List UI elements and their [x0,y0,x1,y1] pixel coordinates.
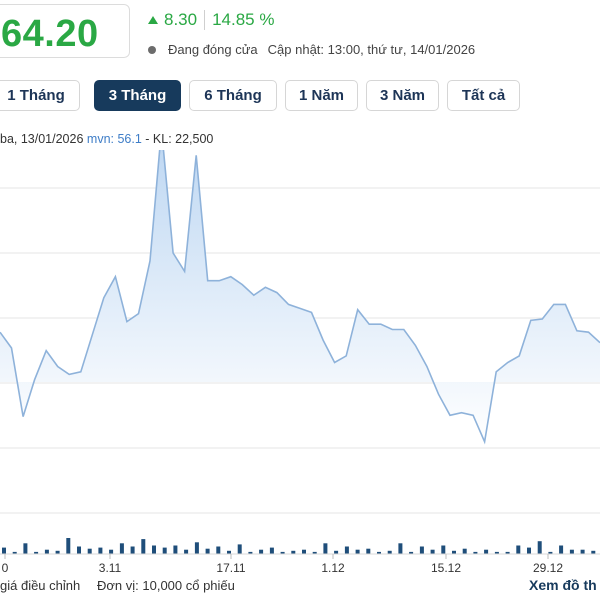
volume-bar [66,538,71,554]
volume-bar [23,543,28,554]
unit-note: Đơn vị: 10,000 cổ phiếu [97,578,235,593]
volume-bar [173,545,178,554]
volume-bar [259,549,264,554]
volume-bar [409,551,414,554]
volume-bar [516,545,521,554]
volume-bar [387,550,392,554]
volume-bar [205,548,210,554]
volume-bar [355,549,360,554]
volume-bar [452,550,456,554]
market-status-row: Đang đóng cửa Cập nhật: 13:00, thứ tư, 1… [148,42,475,57]
arrow-up-icon [148,16,158,24]
volume-bar [184,549,189,554]
price-box: 64.20 [0,4,130,58]
volume-bar [216,546,221,554]
adjusted-price-note: giá điều chỉnh [0,578,81,593]
tab-1-year[interactable]: 1 Năm [285,80,358,111]
volume-bar [237,544,242,554]
volume-bar [44,549,49,554]
info-date: ba, 13/01/2026 [0,132,84,146]
volume-bar [12,551,17,554]
volume-bar [430,549,435,554]
volume-bar [248,551,253,554]
volume-bar [34,551,39,554]
volume-bar [591,550,596,554]
x-tick-label: 15.12 [431,561,461,575]
tooltip-info: ba, 13/01/2026 mvn: 56.1 - KL: 22,500 [0,132,213,146]
volume-bar [323,543,328,554]
volume-bar [227,550,231,554]
status-dot-icon [148,45,156,54]
volume-bar [302,549,306,554]
x-tick-label: 0 [2,561,9,575]
volume-bar [269,547,274,554]
last-updated: Cập nhật: 13:00, thứ tư, 14/01/2026 [267,42,476,57]
volume-bar [505,551,510,554]
volume-bar [569,549,574,554]
volume-bar [559,545,564,554]
volume-bar [548,551,553,554]
volume-bar [141,539,146,554]
volume-bar [580,549,585,554]
price-chart[interactable]: 0 3.11 17.11 1.12 15.12 29.12 [0,150,600,575]
volume-bar [109,549,114,554]
volume-bar [77,546,81,554]
current-price: 64.20 [1,13,99,55]
price-change-percent: 14.85 % [212,10,275,29]
view-chart-link[interactable]: Xem đồ th [529,577,597,593]
price-change-row: 8.30 14.85 % [148,10,274,30]
volume-bar [462,548,467,554]
x-axis-ticks: 0 3.11 17.11 1.12 15.12 29.12 [2,554,563,575]
tab-all[interactable]: Tất cả [447,80,520,111]
x-tick-label: 1.12 [321,561,345,575]
volume-bar [130,546,135,554]
volume-bar [419,546,424,554]
volume-bar [334,550,339,554]
volume-bar [484,549,489,554]
volume-bar [441,545,446,554]
info-volume: - KL: 22,500 [145,132,214,146]
volume-bar [494,551,499,554]
volume-bar [377,551,381,554]
volume-bar [473,551,478,554]
volume-bar [152,545,156,554]
volume-bar [119,543,124,554]
x-tick-label: 29.12 [533,561,563,575]
volume-bar [344,546,349,554]
volume-bar [398,543,403,554]
volume-bar [291,550,296,554]
volume-bar [366,548,371,554]
volume-bar [98,547,103,554]
tab-1-month[interactable]: 1 Tháng [0,80,80,111]
tab-3-years[interactable]: 3 Năm [366,80,439,111]
info-mvn: mvn: 56.1 [86,132,142,146]
market-status: Đang đóng cửa [168,42,258,57]
volume-bars [0,538,600,555]
volume-bar [194,542,199,554]
volume-bar [162,547,167,554]
x-tick-label: 17.11 [216,561,245,575]
volume-bar [537,541,542,554]
volume-bar [55,550,60,554]
volume-bar [2,547,6,554]
volume-bar [312,551,317,554]
x-tick-label: 3.11 [99,561,122,575]
price-area [0,150,600,442]
divider [204,10,206,30]
volume-bar [280,551,285,554]
volume-bar [87,548,92,554]
tab-6-months[interactable]: 6 Tháng [189,80,277,111]
price-line [0,150,600,445]
price-change: 8.30 [164,10,198,29]
volume-bar [527,547,531,554]
tab-3-months[interactable]: 3 Tháng [94,80,181,111]
